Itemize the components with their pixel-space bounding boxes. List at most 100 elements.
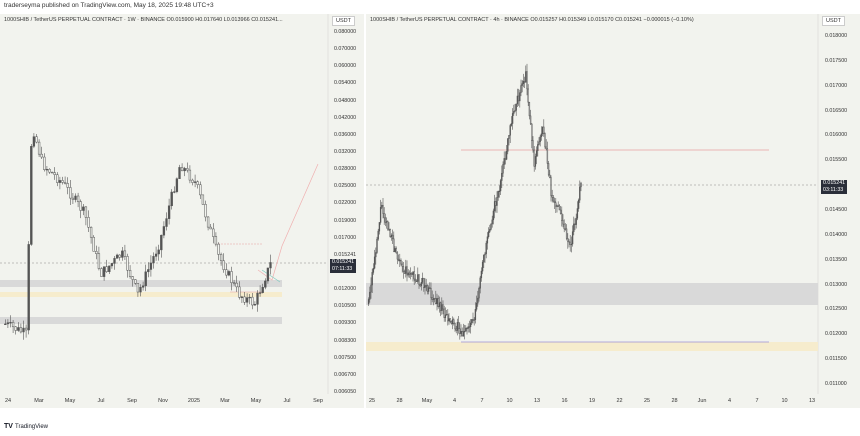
candle-body	[377, 230, 379, 240]
candle-body	[397, 258, 400, 262]
candle-body	[266, 267, 270, 282]
candle-body	[50, 171, 54, 174]
candle-body	[212, 228, 215, 237]
right-last-price: 0.015241	[823, 180, 846, 186]
candle-body	[24, 327, 28, 331]
candle-body	[402, 266, 405, 272]
candle-body	[420, 282, 423, 287]
candle-body	[387, 221, 389, 230]
candle-body	[493, 201, 496, 212]
time-tick-label: May	[64, 398, 76, 404]
candle-body	[408, 272, 411, 275]
candle-body	[27, 244, 30, 331]
price-tick-label: 0.014000	[825, 231, 848, 238]
candle-body	[390, 234, 393, 237]
candle-body	[388, 228, 390, 231]
candle-body	[561, 213, 563, 221]
candle-body	[230, 271, 233, 283]
candle-body	[245, 297, 249, 303]
candle-body	[413, 271, 415, 280]
price-tick-label: 0.012500	[825, 306, 848, 313]
candle-body	[509, 125, 511, 136]
price-tick-label: 0.006700	[334, 371, 357, 378]
candle-body	[496, 197, 498, 206]
price-tick-label: 0.012000	[334, 286, 357, 293]
right-chart-canvas[interactable]	[366, 14, 860, 408]
candle-body	[375, 252, 377, 258]
price-tick-label: 0.012000	[825, 331, 848, 338]
candle-body	[553, 200, 556, 203]
left-currency-button[interactable]: USDT	[332, 16, 355, 26]
candle-body	[35, 136, 38, 143]
time-tick-label: Mar	[34, 398, 44, 404]
candle-body	[468, 326, 471, 328]
candle-body	[17, 327, 20, 331]
candle-body	[576, 208, 579, 219]
price-tick-label: 0.007500	[334, 354, 357, 361]
candle-body	[501, 172, 503, 181]
candle-body	[121, 250, 124, 258]
candle-body	[545, 146, 547, 150]
candle-body	[451, 319, 454, 325]
candle-body	[147, 269, 150, 273]
candle-body	[573, 223, 575, 232]
candle-body	[193, 181, 197, 183]
candle-body	[115, 254, 119, 259]
time-tick-label: 25	[643, 398, 651, 404]
lower-support-zone	[0, 317, 282, 324]
candle-body	[381, 204, 383, 208]
candle-body	[30, 146, 33, 245]
candle-body	[144, 271, 147, 287]
candle-body	[477, 297, 479, 304]
tradingview-brand[interactable]: TradingView	[15, 424, 49, 430]
tradingview-logo-icon: TV	[4, 423, 13, 430]
right-chart-panel[interactable]: 1000SHIB / TetherUS PERPETUAL CONTRACT ·…	[366, 14, 860, 408]
candle-body	[460, 331, 462, 334]
time-tick-label: 22	[616, 398, 623, 404]
candle-body	[549, 174, 551, 178]
candle-body	[443, 308, 445, 318]
left-last-price: 0.015241	[332, 259, 355, 265]
candle-body	[378, 222, 381, 232]
candle-body	[522, 80, 525, 84]
candle-body	[22, 327, 25, 333]
candle-body	[379, 207, 382, 223]
candle-body	[541, 126, 544, 135]
time-tick-label: 28	[396, 398, 403, 404]
candle-body	[511, 113, 514, 124]
time-tick-label: Nov	[158, 398, 168, 404]
candle-body	[491, 219, 493, 225]
right-currency-button[interactable]: USDT	[822, 16, 845, 26]
candle-body	[214, 236, 218, 245]
left-chart-panel[interactable]: 1000SHIB / TetherUS PERPETUAL CONTRACT ·…	[0, 14, 364, 408]
candle-body	[412, 271, 414, 275]
candle-body	[436, 298, 438, 304]
candle-body	[557, 205, 559, 207]
candle-body	[32, 136, 36, 147]
candle-body	[558, 205, 561, 211]
candle-body	[149, 262, 153, 270]
time-tick-label: 10	[781, 398, 788, 404]
candle-body	[508, 134, 510, 139]
candle-body	[269, 262, 272, 269]
candle-body	[105, 266, 108, 272]
candle-body	[84, 206, 88, 218]
price-tick-label: 0.006050	[334, 389, 357, 395]
left-chart-canvas[interactable]	[0, 14, 364, 408]
candle-body	[373, 256, 376, 269]
candle-body	[528, 101, 531, 117]
candle-body	[123, 250, 127, 257]
candle-body	[552, 197, 555, 202]
time-tick-label: 19	[588, 398, 596, 404]
candle-body	[376, 238, 378, 253]
candle-body	[225, 269, 228, 276]
price-tick-label: 0.017000	[825, 82, 848, 89]
candle-body	[480, 270, 483, 279]
time-tick-label: 16	[561, 398, 568, 404]
candle-body	[574, 223, 576, 225]
candle-body	[563, 223, 565, 230]
right-countdown: 03:11:33	[823, 187, 844, 193]
candle-body	[405, 266, 407, 274]
candle-body	[95, 251, 98, 254]
price-tick-label: 0.022000	[334, 200, 357, 207]
